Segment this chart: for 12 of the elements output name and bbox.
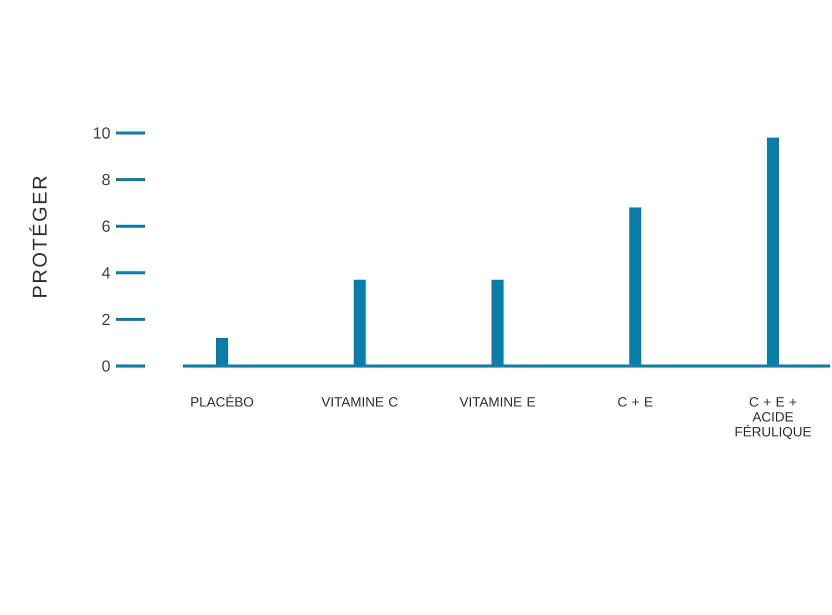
x-tick-label: C + E xyxy=(618,397,652,407)
x-tick-label: PLACÉBO xyxy=(191,394,254,407)
y-tick-label: 8 xyxy=(102,174,110,186)
y-tick-label: 10 xyxy=(94,127,110,139)
y-tick-label: 6 xyxy=(102,220,110,232)
y-tick-label: 0 xyxy=(102,360,110,372)
x-tick-label: VITAMINE C xyxy=(321,397,398,407)
y-tick-label: 4 xyxy=(102,267,110,278)
y-axis-title: PROTÉGER xyxy=(29,176,47,297)
x-tick-label: C + E + ACIDE FÉRULIQUE xyxy=(736,397,811,439)
y-tick-label: 2 xyxy=(102,314,110,325)
x-tick-label: VITAMINE E xyxy=(460,397,535,407)
